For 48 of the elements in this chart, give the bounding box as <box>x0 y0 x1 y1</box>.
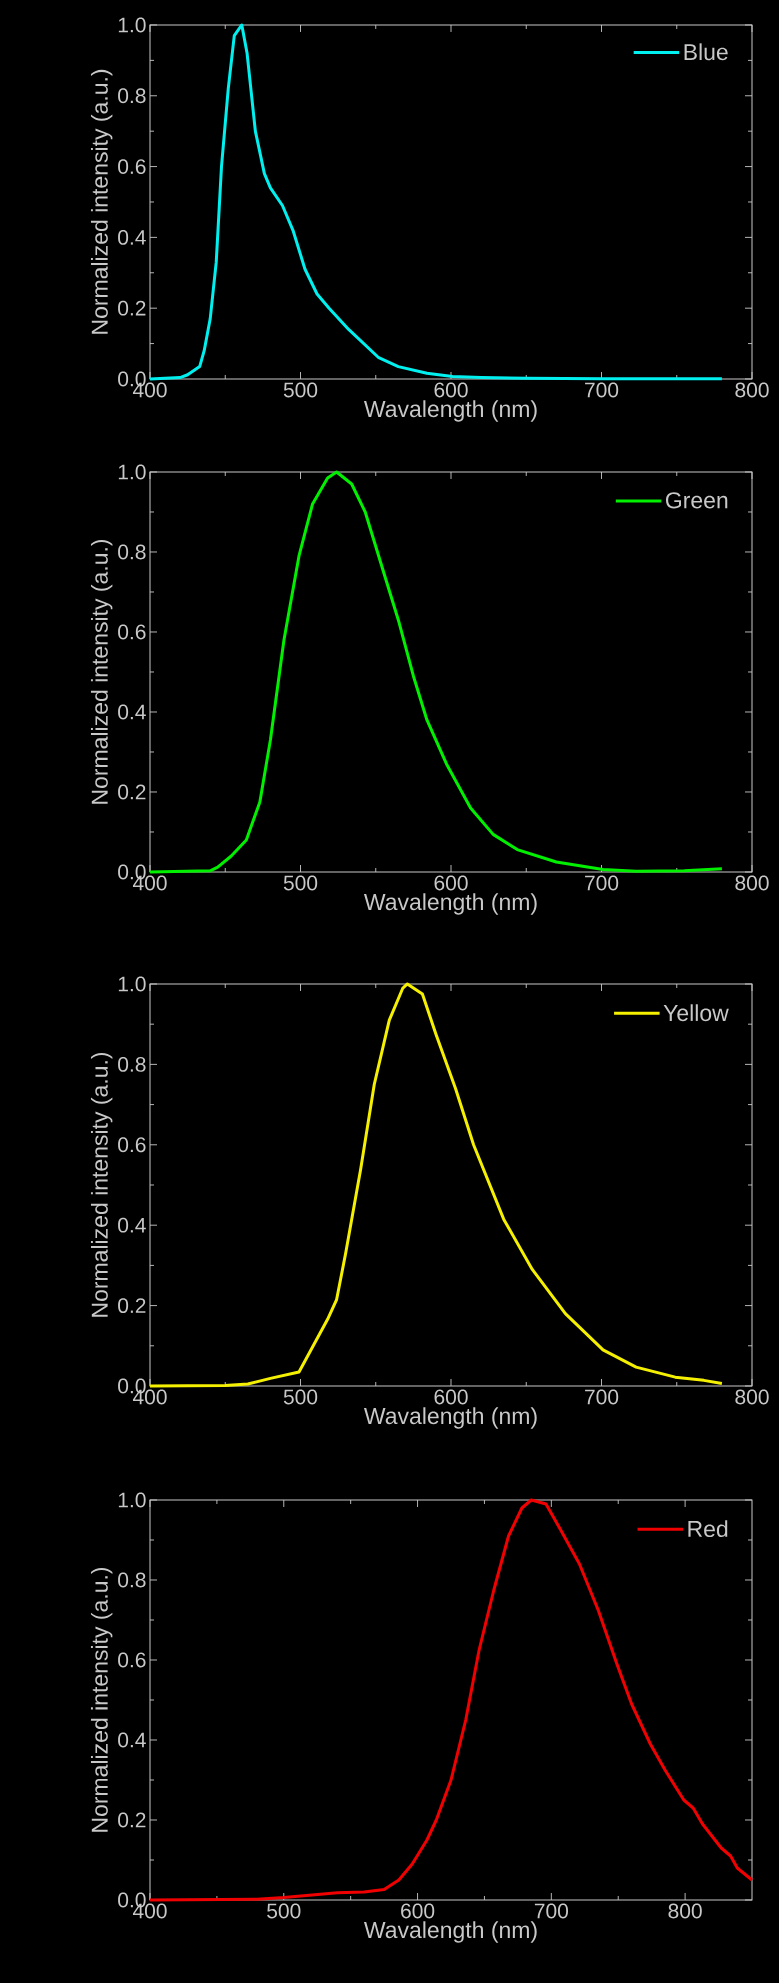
x-tick-label: 700 <box>585 382 619 398</box>
x-tick-label: 500 <box>283 1389 318 1405</box>
legend-label: Red <box>688 1520 728 1538</box>
x-tick-label: 800 <box>668 1903 702 1919</box>
y-tick-label: 1.0 <box>118 976 146 992</box>
x-tick-label: 700 <box>585 875 619 891</box>
y-tick-label: 0.4 <box>118 1732 146 1748</box>
y-tick-label: 0.8 <box>118 1056 146 1072</box>
legend-label: Blue <box>684 43 728 61</box>
x-axis-title: Wavalength (nm) <box>363 893 537 915</box>
y-tick-label: 0.8 <box>118 88 146 104</box>
x-tick-label: 800 <box>735 875 769 891</box>
y-axis-title: Normalized intensity (a.u.) <box>90 1052 113 1317</box>
y-tick-label: 0.2 <box>118 1812 146 1828</box>
x-tick-label: 800 <box>735 1389 769 1405</box>
x-axis-title: Wavalength (nm) <box>363 1407 537 1429</box>
x-tick-label: 500 <box>283 875 318 891</box>
x-tick-label: 600 <box>434 382 468 398</box>
y-tick-label: 1.0 <box>118 17 146 33</box>
y-tick-label: 0.8 <box>118 1572 146 1588</box>
x-tick-label: 500 <box>283 382 318 398</box>
y-tick-label: 1.0 <box>118 1492 146 1508</box>
y-tick-label: 0.6 <box>118 1652 146 1668</box>
y-tick-label: 0.4 <box>118 1217 146 1233</box>
y-tick-label: 1.0 <box>118 464 146 480</box>
x-tick-label: 800 <box>735 382 769 398</box>
x-tick-label: 600 <box>401 1903 435 1919</box>
y-axis-title: Normalized intensity (a.u.) <box>90 539 113 804</box>
x-tick-label: 700 <box>585 1389 619 1405</box>
x-tick-label: 700 <box>534 1903 569 1919</box>
y-axis-title: Normalized intensity (a.u.) <box>90 1567 113 1832</box>
legend-label: Green <box>665 492 728 509</box>
x-tick-label: 500 <box>267 1903 301 1919</box>
x-axis-title: Wavalength (nm) <box>363 1921 537 1943</box>
x-axis-title: Wavalength (nm) <box>363 400 537 422</box>
y-tick-label: 0.8 <box>118 544 146 560</box>
y-tick-label: 0.2 <box>118 784 146 800</box>
y-tick-label: 0.4 <box>118 229 146 245</box>
x-tick-label: 600 <box>434 875 468 891</box>
y-tick-label: 0.2 <box>118 1298 146 1314</box>
x-tick-label: 600 <box>434 1389 468 1405</box>
y-tick-label: 0.6 <box>118 1137 146 1153</box>
y-axis-title: Normalized intensity (a.u.) <box>90 69 113 334</box>
y-tick-label: 0.6 <box>118 159 146 175</box>
legend-label: Yellow <box>663 1004 729 1022</box>
y-tick-label: 0.2 <box>118 300 146 316</box>
y-tick-label: 0.4 <box>118 704 146 720</box>
y-tick-label: 0.6 <box>118 624 146 640</box>
